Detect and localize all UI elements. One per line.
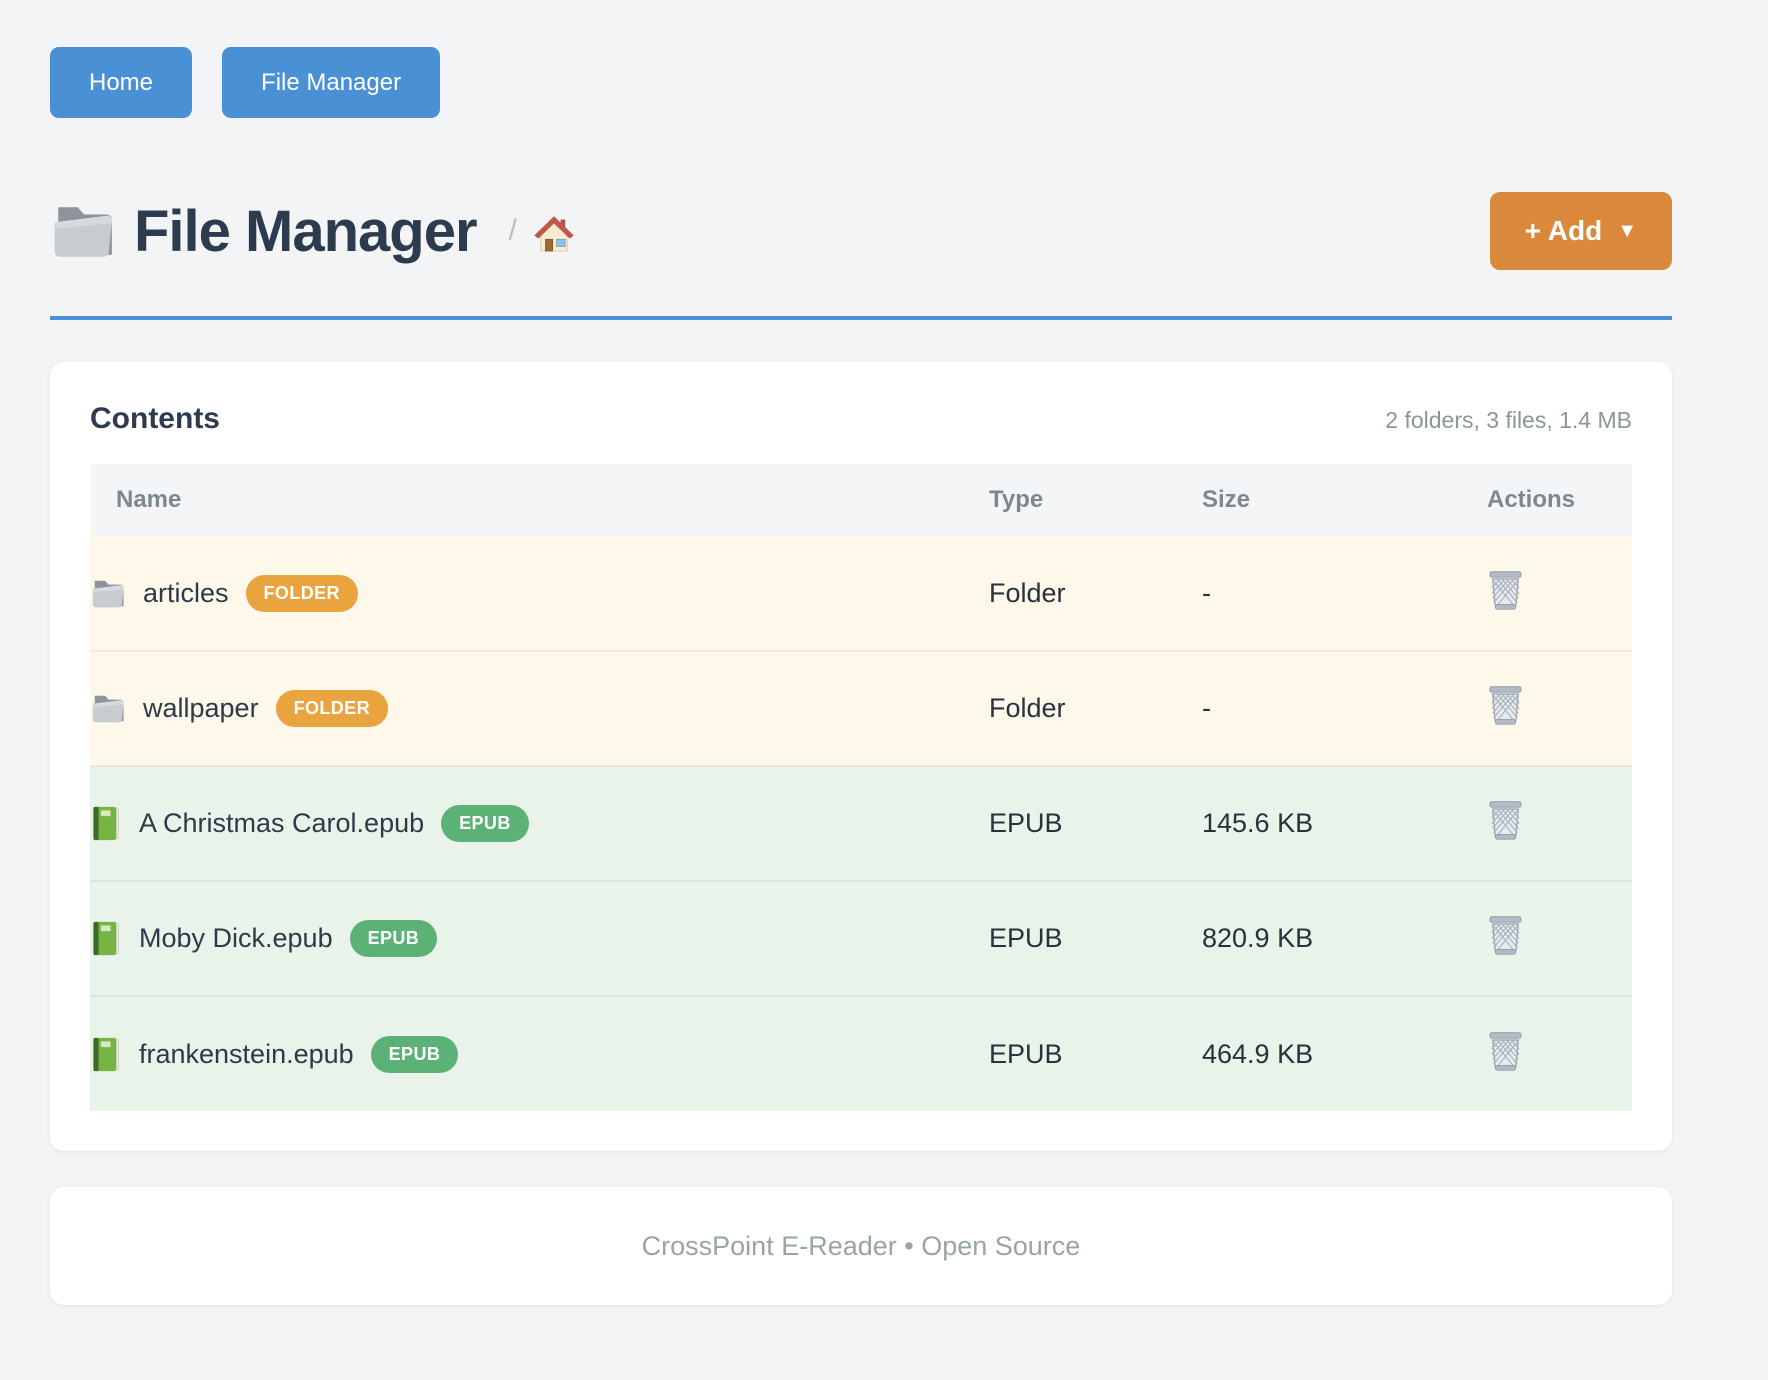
file-table-body: articles FOLDER Folder - [90, 536, 1632, 1111]
house-icon [533, 203, 575, 260]
file-name-link[interactable]: A Christmas Carol.epub [139, 808, 425, 838]
table-row: frankenstein.epub EPUB EPUB 464.9 KB [90, 995, 1632, 1111]
title-group: File Manager / [50, 198, 575, 265]
delete-button[interactable] [1487, 1030, 1524, 1075]
file-size: 145.6 KB [1202, 765, 1487, 881]
trash-icon [1487, 799, 1524, 844]
footer-card: CrossPoint E-Reader • Open Source [50, 1187, 1672, 1305]
add-button-label: + Add [1524, 215, 1603, 246]
book-icon [90, 805, 122, 842]
trash-icon [1487, 1030, 1524, 1075]
add-button[interactable]: + Add ▼ [1489, 192, 1672, 270]
column-header-name: Name [90, 464, 989, 536]
file-type: EPUB [989, 995, 1202, 1111]
file-size: 464.9 KB [1202, 995, 1487, 1111]
table-row: articles FOLDER Folder - [90, 536, 1632, 651]
delete-button[interactable] [1487, 569, 1524, 614]
table-row: wallpaper FOLDER Folder - [90, 650, 1632, 766]
epub-badge: EPUB [349, 920, 438, 957]
caret-down-icon: ▼ [1617, 220, 1637, 242]
delete-button[interactable] [1487, 684, 1524, 729]
epub-badge: EPUB [441, 805, 529, 842]
file-size: - [1202, 650, 1487, 766]
trash-icon [1487, 684, 1524, 729]
column-header-type: Type [989, 464, 1202, 536]
book-icon [90, 1036, 122, 1073]
page-header: File Manager / + Add ▼ [50, 192, 1672, 270]
file-type: Folder [989, 650, 1202, 766]
file-name-link[interactable]: articles [143, 577, 229, 608]
contents-title: Contents [90, 402, 220, 435]
table-row: A Christmas Carol.epub EPUB EPUB 145.6 K… [90, 765, 1632, 881]
file-name-link[interactable]: Moby Dick.epub [139, 923, 333, 953]
folder-icon [90, 693, 126, 724]
file-type: EPUB [989, 880, 1202, 996]
file-name-link[interactable]: wallpaper [143, 693, 259, 723]
file-type: Folder [989, 577, 1066, 608]
table-header-row: Name Type Size Actions [90, 464, 1632, 536]
table-row: Moby Dick.epub EPUB EPUB 820.9 KB [90, 880, 1632, 996]
column-header-size: Size [1202, 464, 1487, 536]
delete-button[interactable] [1487, 914, 1524, 959]
contents-card: Contents 2 folders, 3 files, 1.4 MB Name… [50, 362, 1672, 1151]
book-icon [90, 920, 122, 957]
contents-card-header: Contents 2 folders, 3 files, 1.4 MB [90, 402, 1632, 436]
epub-badge: EPUB [370, 1035, 459, 1073]
folder-badge: FOLDER [245, 574, 358, 612]
trash-icon [1487, 569, 1524, 614]
title-divider [50, 316, 1672, 320]
top-nav: Home File Manager [50, 47, 1672, 118]
file-size: - [1202, 577, 1211, 608]
breadcrumb-home-link[interactable] [533, 203, 575, 260]
folder-icon [90, 578, 126, 609]
delete-button[interactable] [1487, 799, 1524, 844]
page-title: File Manager [134, 198, 478, 264]
file-size: 820.9 KB [1202, 880, 1487, 996]
folder-icon [50, 202, 116, 260]
folder-badge: FOLDER [275, 690, 388, 727]
breadcrumb-separator: / [508, 214, 517, 247]
trash-icon [1487, 914, 1524, 959]
file-type: EPUB [989, 765, 1202, 881]
nav-button-home[interactable]: Home [50, 47, 193, 118]
nav-button-file-manager[interactable]: File Manager [222, 47, 441, 118]
file-table: Name Type Size Actions articles FOLDER F… [90, 464, 1632, 1111]
column-header-actions: Actions [1487, 464, 1632, 536]
footer-text: CrossPoint E-Reader • Open Source [641, 1230, 1081, 1261]
file-name-link[interactable]: frankenstein.epub [139, 1038, 354, 1069]
contents-summary: 2 folders, 3 files, 1.4 MB [1385, 407, 1632, 433]
